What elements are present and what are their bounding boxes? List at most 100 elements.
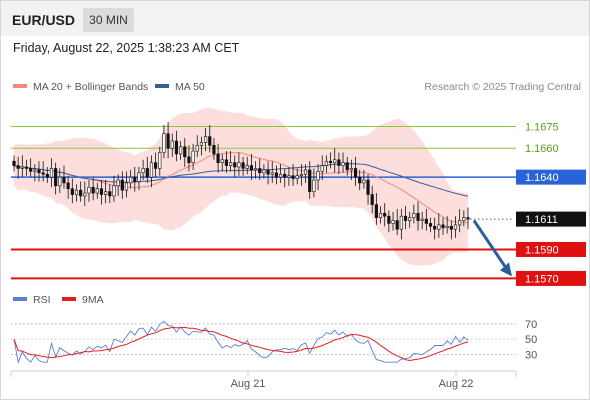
candle-bear [41, 172, 45, 175]
candle-bull [420, 218, 424, 221]
candle [99, 180, 104, 205]
x-tick-label: Aug 21 [231, 378, 266, 390]
candle-bull [378, 213, 383, 218]
candle-bear [274, 172, 278, 178]
candle [412, 204, 416, 224]
candle [433, 217, 437, 240]
candle [191, 143, 195, 170]
candle [74, 184, 79, 202]
rsi-tick-label: 50 [525, 334, 537, 346]
candle-bull [228, 162, 233, 166]
candle [216, 143, 220, 173]
forecast-arrow [472, 219, 512, 277]
ma20-legend-swatch [13, 84, 27, 88]
candle-bear [353, 168, 358, 178]
current-price-tag [516, 211, 586, 227]
candle [341, 152, 345, 173]
candle [124, 171, 129, 198]
candle [274, 165, 278, 185]
candle [166, 122, 170, 159]
candle-bear [12, 160, 16, 166]
candle [149, 155, 154, 188]
header-bar: EUR/USD 30 MIN [1, 1, 589, 36]
candle-bear [337, 159, 341, 166]
candle-bear [233, 162, 237, 168]
timeframe-button[interactable]: 30 MIN [83, 8, 134, 32]
candle-bull [74, 189, 79, 195]
candle-bull [349, 168, 353, 171]
support-label: 1.1570 [525, 273, 559, 285]
candle [49, 158, 54, 188]
candle [20, 155, 24, 178]
candle-bull [295, 175, 299, 179]
candle-bull [312, 179, 316, 192]
candle [462, 210, 466, 227]
resistance-label: 1.1660 [525, 143, 559, 155]
current-price-label: 1.1611 [525, 214, 558, 226]
candle-bull [324, 160, 328, 166]
candle [33, 164, 37, 182]
candle [324, 155, 328, 173]
candle [391, 211, 395, 231]
candle [416, 201, 420, 231]
candle-bear [328, 160, 333, 163]
moving-averages [13, 151, 469, 223]
candle [437, 213, 441, 238]
key-levels [11, 125, 516, 280]
candle-bear [37, 169, 41, 174]
candle [253, 161, 258, 179]
forecast-arrow-shaft [472, 219, 509, 271]
candle-bull [158, 152, 162, 169]
candle [141, 159, 145, 181]
candle [54, 162, 58, 195]
candle [112, 175, 116, 202]
candle [145, 156, 149, 183]
rsi-line [13, 320, 469, 364]
candle [183, 138, 187, 168]
candle-bull [333, 159, 337, 163]
candle-bull [195, 145, 199, 152]
candle [408, 211, 412, 228]
candle [366, 174, 370, 205]
ma50-legend-swatch [155, 84, 169, 88]
candle-bull [129, 176, 133, 184]
candle [233, 155, 237, 178]
candle-bear [91, 186, 95, 194]
candle-bear [70, 188, 74, 195]
candle [208, 125, 212, 153]
candle-bear [387, 215, 391, 224]
candle-bear [428, 223, 433, 227]
candle [133, 167, 137, 192]
candle-bear [187, 156, 191, 163]
candle-bull [278, 173, 283, 178]
rsi-ma-legend-swatch [62, 297, 76, 301]
candle [104, 180, 108, 204]
candle-bear [208, 136, 212, 146]
candle [258, 158, 262, 181]
candle-bear [283, 173, 287, 178]
candle-bear [62, 176, 66, 184]
candle [66, 175, 70, 199]
ma50-line [13, 163, 469, 197]
candle [62, 165, 66, 189]
rsi-legend-swatch [13, 297, 27, 301]
candle [387, 210, 391, 233]
candle-bull [199, 142, 204, 146]
candle [353, 156, 358, 186]
candle-bull [83, 192, 87, 197]
candle-bull [412, 213, 416, 218]
candle-bull [270, 172, 274, 175]
candle-bull [124, 182, 129, 191]
candle [45, 167, 49, 183]
candle [237, 152, 241, 176]
candle-bear [133, 176, 137, 182]
x-tick-label: Aug 22 [439, 378, 474, 390]
support-tag [516, 241, 586, 257]
ma50-legend-label: MA 50 [175, 81, 205, 93]
candle-bull [220, 159, 224, 163]
candle [345, 156, 349, 176]
candle [312, 168, 316, 198]
candle [262, 164, 266, 179]
candle-bear [99, 188, 104, 195]
candle-bear [120, 179, 124, 191]
